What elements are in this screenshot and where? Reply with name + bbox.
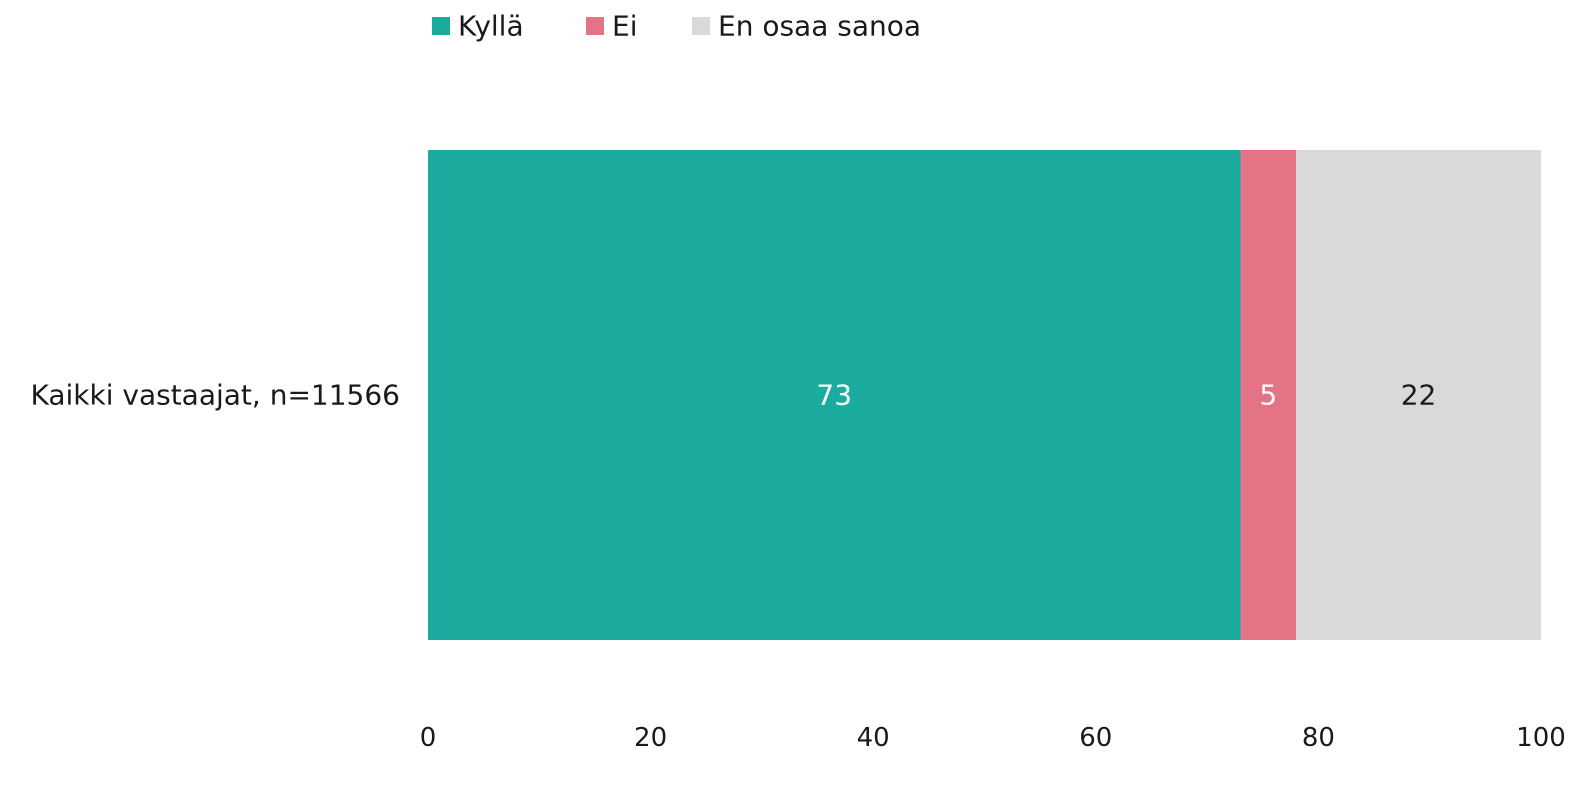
legend-item: Ei bbox=[586, 10, 637, 43]
x-tick-label: 100 bbox=[1516, 723, 1566, 753]
legend-label: En osaa sanoa bbox=[718, 10, 921, 43]
legend: Kyllä Ei En osaa sanoa bbox=[432, 10, 921, 43]
category-labels: Kaikki vastaajat, n=11566 bbox=[30, 379, 400, 412]
legend-swatch bbox=[586, 17, 604, 35]
x-tick-label: 60 bbox=[1079, 723, 1112, 753]
data-label: 5 bbox=[1259, 379, 1277, 412]
x-tick-label: 80 bbox=[1302, 723, 1335, 753]
data-labels: 73 5 22 bbox=[816, 379, 1436, 412]
x-tick-label: 0 bbox=[420, 723, 437, 753]
legend-label: Kyllä bbox=[458, 10, 524, 43]
legend-item: En osaa sanoa bbox=[692, 10, 921, 43]
data-label: 22 bbox=[1401, 379, 1437, 412]
x-axis: 0 20 40 60 80 100 bbox=[420, 723, 1566, 753]
bar-segment bbox=[1296, 150, 1541, 640]
x-tick-label: 20 bbox=[634, 723, 667, 753]
legend-item: Kyllä bbox=[432, 10, 524, 43]
bars bbox=[428, 150, 1541, 640]
x-tick-label: 40 bbox=[857, 723, 890, 753]
category-label: Kaikki vastaajat, n=11566 bbox=[30, 379, 400, 412]
legend-label: Ei bbox=[612, 10, 637, 43]
legend-swatch bbox=[692, 17, 710, 35]
bar-segment bbox=[1240, 150, 1297, 640]
bar-segment bbox=[428, 150, 1241, 640]
data-label: 73 bbox=[816, 379, 852, 412]
legend-swatch bbox=[432, 17, 450, 35]
